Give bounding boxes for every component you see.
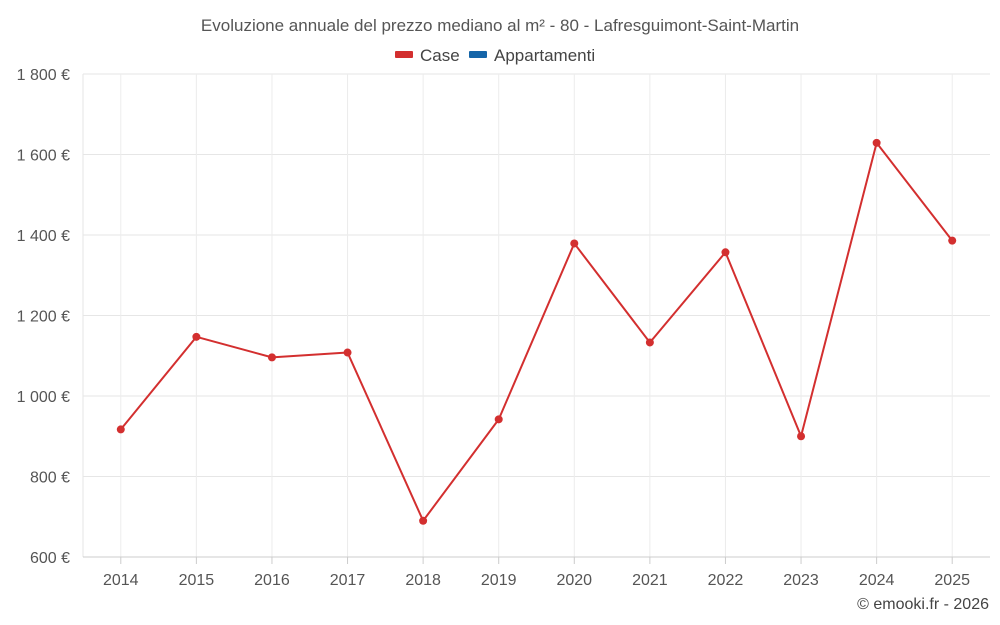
y-tick-label: 1 400 €: [17, 228, 70, 245]
legend-swatch-appartamenti: [469, 51, 487, 58]
data-point-case[interactable]: [116, 425, 125, 434]
chart-title: Evoluzione annuale del prezzo mediano al…: [201, 16, 799, 35]
x-tick-label: 2024: [859, 572, 895, 589]
legend-label-case: Case: [420, 46, 460, 65]
legend-label-appartamenti: Appartamenti: [494, 46, 595, 65]
credit-text: © emooki.fr - 2026: [857, 596, 989, 613]
x-tick-label: 2023: [783, 572, 819, 589]
y-tick-label: 600 €: [30, 550, 70, 567]
x-tick-label: 2022: [708, 572, 744, 589]
y-tick-label: 1 600 €: [17, 148, 70, 165]
x-tick-label: 2016: [254, 572, 290, 589]
x-tick-label: 2020: [556, 572, 592, 589]
x-tick-label: 2015: [179, 572, 215, 589]
data-point-case[interactable]: [797, 432, 806, 441]
x-tick-label: 2025: [934, 572, 970, 589]
data-point-case[interactable]: [872, 138, 881, 147]
data-point-case[interactable]: [570, 239, 579, 248]
data-point-case[interactable]: [721, 248, 730, 257]
y-tick-label: 1 000 €: [17, 389, 70, 406]
axes: 600 € 800 € 1 000 € 1 200 € 1 400 € 1 600 € 1 …: [17, 67, 990, 589]
data-point-case[interactable]: [192, 332, 201, 341]
x-tick-label: 2018: [405, 572, 441, 589]
grid: [83, 73, 990, 557]
data-point-case[interactable]: [948, 236, 957, 245]
y-tick-label: 1 200 €: [17, 309, 70, 326]
y-tick-label: 800 €: [30, 470, 70, 487]
x-tick-label: 2019: [481, 572, 517, 589]
x-tick-label: 2017: [330, 572, 366, 589]
x-tick-label: 2021: [632, 572, 668, 589]
data-point-case[interactable]: [645, 338, 654, 347]
series-line-case: [120, 141, 953, 522]
data-point-case[interactable]: [419, 516, 428, 525]
legend: Case Appartamenti: [395, 46, 595, 65]
x-tick-label: 2014: [103, 572, 139, 589]
data-point-case[interactable]: [267, 353, 276, 362]
series: [116, 138, 957, 525]
legend-item-appartamenti[interactable]: Appartamenti: [469, 46, 595, 65]
legend-swatch-case: [395, 51, 413, 58]
legend-item-case[interactable]: Case: [395, 46, 460, 65]
data-point-case[interactable]: [343, 348, 352, 357]
data-point-case[interactable]: [494, 415, 503, 424]
y-tick-label: 1 800 €: [17, 67, 70, 84]
